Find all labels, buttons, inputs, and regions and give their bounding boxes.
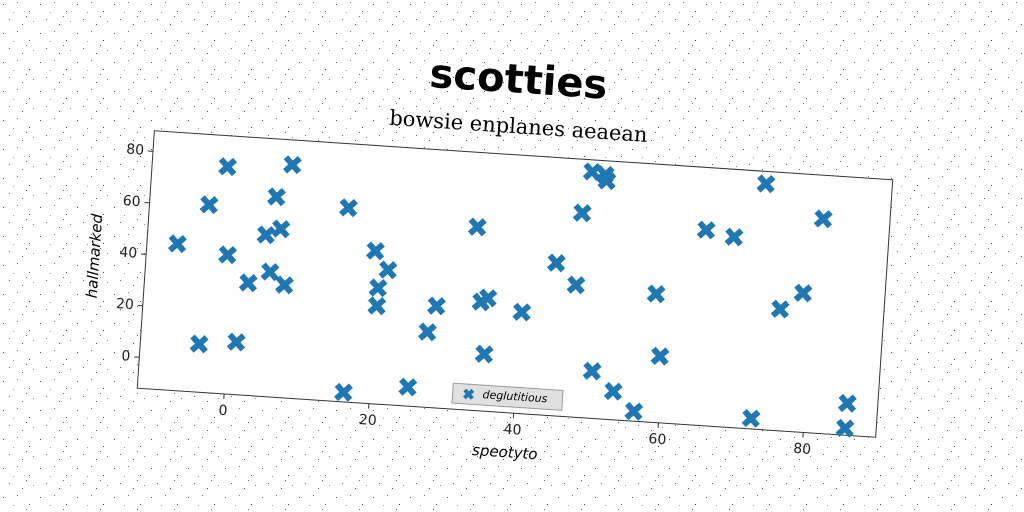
scatter-point xyxy=(199,195,219,215)
scatter-point xyxy=(696,220,716,240)
scatter-point xyxy=(741,408,761,428)
scatter-point xyxy=(418,322,437,342)
scatter-point xyxy=(474,344,494,364)
scatter-point xyxy=(756,174,776,194)
scatter-point xyxy=(572,203,592,223)
x-tick-label: 0 xyxy=(218,403,228,420)
y-axis-label: hallmarked xyxy=(83,213,107,299)
scatter-point xyxy=(334,382,353,402)
scatter-point xyxy=(167,234,187,254)
scatter-point xyxy=(467,217,487,237)
scatter-point xyxy=(835,418,855,438)
scatter-point xyxy=(339,198,358,218)
scatter-point xyxy=(275,275,294,295)
scatter-point xyxy=(256,225,276,245)
x-tick-label: 20 xyxy=(358,412,377,429)
scatter-point xyxy=(365,241,385,261)
scatter-point xyxy=(189,334,209,354)
scatter-point xyxy=(724,227,744,247)
scatter-point xyxy=(646,284,666,304)
scatter-point xyxy=(837,393,857,413)
scatter-point xyxy=(238,273,258,293)
scatter-point xyxy=(793,283,813,303)
x-tick-label: 40 xyxy=(503,422,522,439)
y-tick-label: 0 xyxy=(121,348,131,365)
legend-marker xyxy=(463,388,475,400)
y-tick-label: 80 xyxy=(126,142,145,159)
scatter-point xyxy=(603,381,623,401)
scatter-point xyxy=(378,260,398,280)
scatter-point xyxy=(218,157,238,177)
scatter-point xyxy=(650,346,670,366)
y-tick-label: 60 xyxy=(122,193,141,210)
scatter-point xyxy=(813,209,833,229)
scatter-point xyxy=(512,302,532,322)
y-tick-label: 20 xyxy=(115,296,134,313)
scatter-point xyxy=(226,332,246,352)
scatter-point xyxy=(597,171,617,191)
scatter-point xyxy=(398,377,418,397)
scatter-point xyxy=(260,262,280,282)
scatter-point xyxy=(582,361,602,381)
scatter-point xyxy=(367,296,387,316)
x-axis-label: speotyto xyxy=(472,441,539,463)
legend-label: deglutitious xyxy=(482,388,548,405)
scatter-point xyxy=(770,299,790,319)
scatter-point xyxy=(546,253,566,273)
scatter-point xyxy=(368,278,388,298)
scatter-point xyxy=(218,245,237,265)
scatter-point xyxy=(283,155,302,175)
legend-box xyxy=(451,382,564,411)
y-tick-label: 40 xyxy=(119,245,138,262)
plot-area xyxy=(136,130,894,438)
scatter-point xyxy=(267,187,286,207)
scatter-point xyxy=(624,401,644,421)
x-tick-label: 60 xyxy=(648,431,667,448)
scatter-point xyxy=(566,275,586,295)
x-tick-label: 80 xyxy=(793,441,812,458)
scatter-point xyxy=(427,296,446,316)
scatter-point xyxy=(582,162,602,182)
scatter-point xyxy=(271,219,291,239)
scatter-point xyxy=(478,288,498,308)
